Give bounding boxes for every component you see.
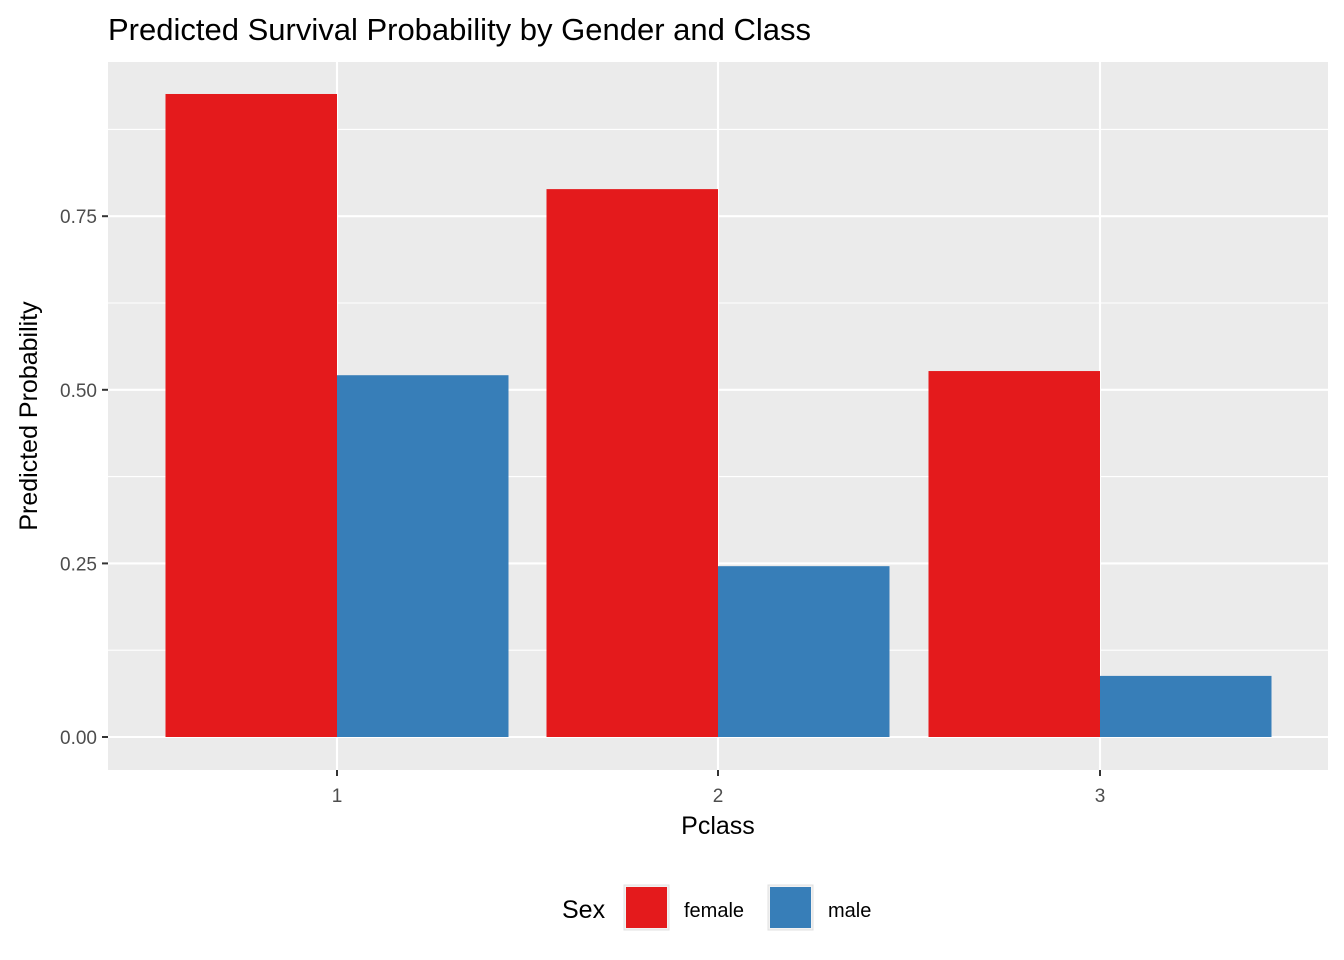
y-tick-label: 0.00: [60, 728, 97, 749]
x-tick-label: 1: [332, 786, 343, 807]
x-tick-label: 3: [1095, 786, 1106, 807]
x-axis-title: Pclass: [681, 812, 755, 840]
x-tick-label: 2: [713, 786, 724, 807]
legend-items: female male: [623, 884, 871, 931]
y-tick-label: 0.75: [60, 207, 97, 228]
y-tick-label: 0.50: [60, 381, 97, 402]
legend-swatch-male: [770, 887, 811, 928]
bar-male-class-3: [1100, 675, 1272, 737]
y-tick-label: 0.25: [60, 554, 97, 575]
legend: Sex female male: [562, 884, 871, 931]
chart-title: Predicted Survival Probability by Gender…: [108, 12, 811, 47]
y-axis-title: Predicted Probability: [15, 301, 43, 531]
legend-label-female: female: [684, 900, 744, 922]
bar-female-class-1: [165, 93, 337, 738]
legend-label-male: male: [828, 900, 871, 922]
bar-male-class-2: [718, 566, 890, 737]
bar-female-class-2: [546, 189, 718, 737]
legend-swatch-female: [626, 887, 667, 928]
bars: [165, 93, 1272, 738]
legend-item-male: male: [767, 884, 871, 931]
legend-item-female: female: [623, 884, 744, 931]
legend-title: Sex: [562, 896, 606, 924]
bar-male-class-1: [337, 375, 509, 737]
bar-female-class-3: [928, 371, 1100, 737]
axes: 0.00 0.25 0.50 0.75 1 2 3: [60, 207, 1105, 807]
